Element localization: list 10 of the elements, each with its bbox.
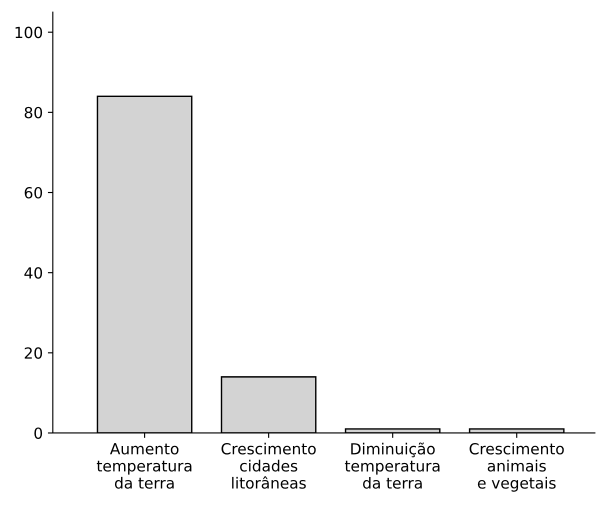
- y-tick-label: 0: [34, 427, 42, 439]
- x-tick-label: Crescimento animais e vegetais: [470, 442, 564, 492]
- x-tick-label: Aumento temperatura da terra: [96, 443, 192, 489]
- x-tick-label: Diminuição temperatura da terra: [344, 442, 440, 489]
- y-tick-label: 100: [16, 26, 42, 38]
- y-tick-label: 40: [24, 267, 42, 279]
- y-tick-label: 80: [24, 106, 42, 118]
- y-tick-label: 60: [24, 186, 42, 199]
- x-tick-label: Crescimento cidades litorâneas: [222, 442, 316, 489]
- y-tick-label: 20: [24, 347, 42, 359]
